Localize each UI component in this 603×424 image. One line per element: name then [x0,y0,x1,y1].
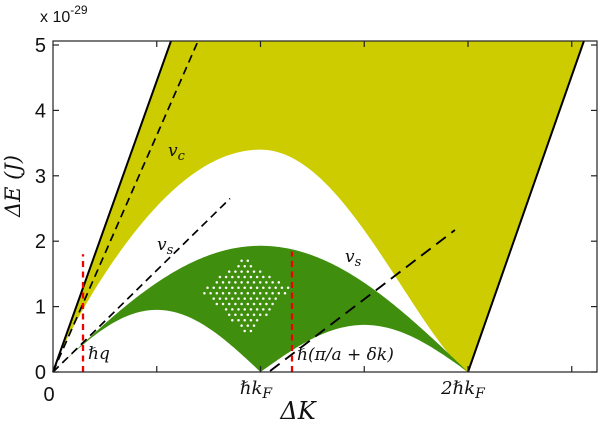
y-tick-label-3: 3 [35,166,46,188]
y-tick-label-1: 1 [35,297,46,319]
hq-momentum-label: ℏq [88,344,110,364]
stipple-pattern [203,259,290,333]
umklapp-momentum-label: ℏ(π/a + δk) [297,345,394,365]
x-tick-label-zero: 0 [43,384,54,406]
y-tick-label-2: 2 [35,231,46,253]
vs-velocity-label-2: vs [345,247,362,270]
charge-left-edge-line [52,40,172,373]
two-hkf-tick-label: 2ℏkF [440,378,486,402]
hkf-tick-label: ℏkF [240,378,274,402]
y-tick-label-0: 0 [35,362,46,384]
vs-dashed-line-2 [269,229,456,372]
y-tick-label-4: 4 [35,100,46,122]
y-tick-label-5: 5 [35,35,46,57]
vs-dashed-line-1 [52,197,231,373]
vc-dashed-line [52,40,199,373]
x-axis-label: ΔK [279,397,317,424]
axes-box [52,40,598,373]
vs-velocity-label-1: vs [157,235,174,258]
spin-continuum-region [53,245,468,372]
y-axis-label: ΔE (J) [1,155,25,218]
y-axis-exponent-label: x 10-29 [40,3,88,26]
vc-velocity-label: vc [168,141,186,164]
charge-continuum-region [53,41,584,372]
charge-right-edge-line [467,40,585,373]
